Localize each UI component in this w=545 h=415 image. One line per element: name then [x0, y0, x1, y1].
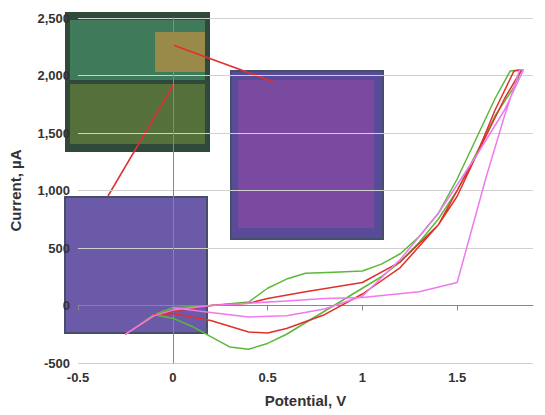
svg-text:1: 1: [359, 370, 366, 385]
svg-text:1.5: 1.5: [448, 370, 466, 385]
svg-text:2,500: 2,500: [37, 11, 70, 26]
svg-text:Potential, V: Potential, V: [265, 392, 347, 409]
svg-text:-500: -500: [44, 356, 70, 371]
svg-text:500: 500: [48, 241, 70, 256]
svg-text:0: 0: [63, 298, 70, 313]
svg-text:-0.5: -0.5: [67, 370, 89, 385]
svg-text:1,000: 1,000: [37, 183, 70, 198]
svg-text:2,000: 2,000: [37, 68, 70, 83]
svg-text:0: 0: [169, 370, 176, 385]
svg-text:Current, µA: Current, µA: [7, 149, 24, 231]
svg-text:0.5: 0.5: [259, 370, 277, 385]
svg-text:1,500: 1,500: [37, 126, 70, 141]
